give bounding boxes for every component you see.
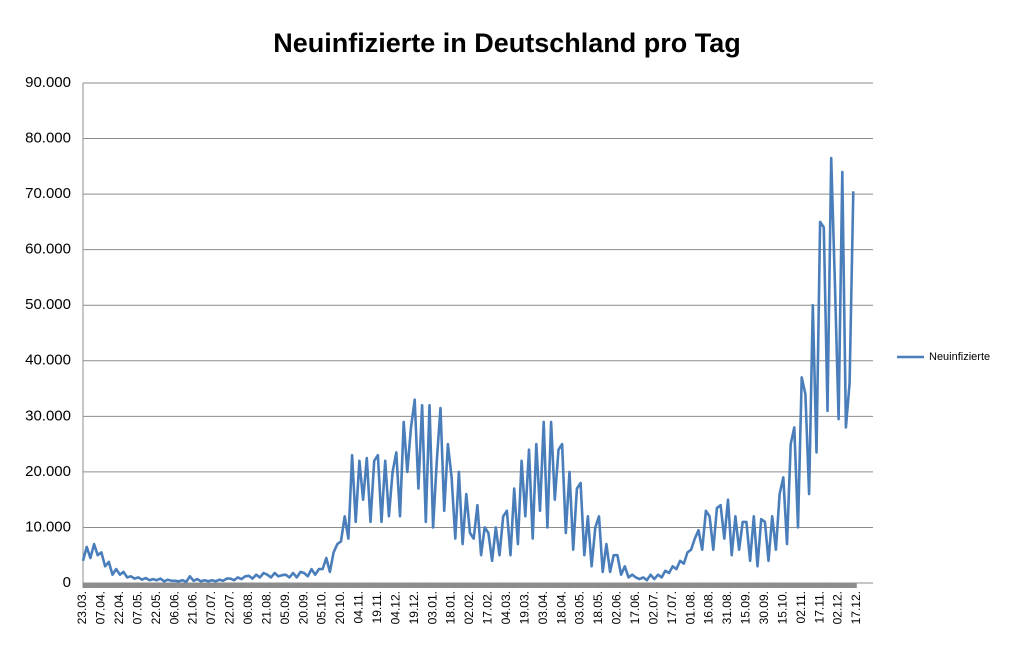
y-tick-label: 90.000 <box>25 74 71 91</box>
x-tick-label: 16.08. <box>702 591 716 624</box>
x-tick-label: 20.10. <box>333 591 347 624</box>
x-tick-label: 23.03. <box>75 591 89 624</box>
x-tick-label: 20.09. <box>296 591 310 624</box>
x-tick-label: 18.01. <box>444 591 458 624</box>
x-tick-label: 07.05. <box>130 591 144 624</box>
data-line <box>81 156 855 584</box>
x-tick-label: 02.06. <box>610 591 624 624</box>
x-tick-label: 06.06. <box>167 591 181 624</box>
y-tick-label: 50.000 <box>25 296 71 313</box>
y-tick-label: 20.000 <box>25 463 71 480</box>
x-tick-label: 19.12. <box>407 591 421 624</box>
x-tick-label: 19.03. <box>517 591 531 624</box>
x-tick-label: 07.04. <box>94 591 108 624</box>
x-tick-label: 02.11. <box>794 591 808 623</box>
x-tick-label: 04.11. <box>352 591 366 623</box>
x-tick-label: 17.06. <box>628 591 642 624</box>
x-tick-label: 22.04. <box>112 591 126 624</box>
x-tick-label: 22.07. <box>223 591 237 624</box>
x-tick-label: 17.02. <box>481 591 495 624</box>
x-tick-label: 18.04. <box>554 591 568 624</box>
x-tick-label: 15.10. <box>775 591 789 624</box>
x-tick-label: 03.04. <box>536 591 550 624</box>
x-tick-label: 05.10. <box>315 591 329 624</box>
x-tick-label: 01.08. <box>683 591 697 624</box>
x-tick-label: 02.02. <box>462 591 476 624</box>
x-tick-label: 17.11. <box>812 591 826 623</box>
y-tick-label: 30.000 <box>25 407 71 424</box>
y-tick-label: 60.000 <box>25 241 71 258</box>
x-tick-label: 04.03. <box>499 591 513 624</box>
x-tick-label: 21.06. <box>186 591 200 624</box>
x-tick-label: 21.08. <box>259 591 273 624</box>
x-tick-label: 15.09. <box>739 591 753 624</box>
x-tick-label: 22.05. <box>149 591 163 624</box>
y-tick-label: 70.000 <box>25 185 71 202</box>
legend-label: Neuinfizierte <box>929 351 990 363</box>
x-tick-label: 05.09. <box>278 591 292 624</box>
x-tick-label: 19.11. <box>370 591 384 623</box>
x-tick-label: 02.12. <box>831 591 845 624</box>
x-tick-label: 31.08. <box>720 591 734 624</box>
x-tick-label: 02.07. <box>646 591 660 624</box>
x-tick-label: 17.12. <box>849 591 863 624</box>
x-tick-label: 03.01. <box>425 591 439 624</box>
x-tick-label: 03.05. <box>573 591 587 624</box>
x-tick-label: 18.05. <box>591 591 605 624</box>
y-tick-label: 40.000 <box>25 352 71 369</box>
x-tick-label: 04.12. <box>388 591 402 624</box>
y-tick-label: 80.000 <box>25 130 71 147</box>
chart-title: Neuinfizierte in Deutschland pro Tag <box>273 28 741 58</box>
x-tick-label: 30.09. <box>757 591 771 624</box>
x-tick-label: 07.07. <box>204 591 218 624</box>
y-tick-label: 0 <box>63 574 71 591</box>
x-tick-label: 17.07. <box>665 591 679 624</box>
y-tick-label: 10.000 <box>25 518 71 535</box>
x-tick-label: 06.08. <box>241 591 255 624</box>
